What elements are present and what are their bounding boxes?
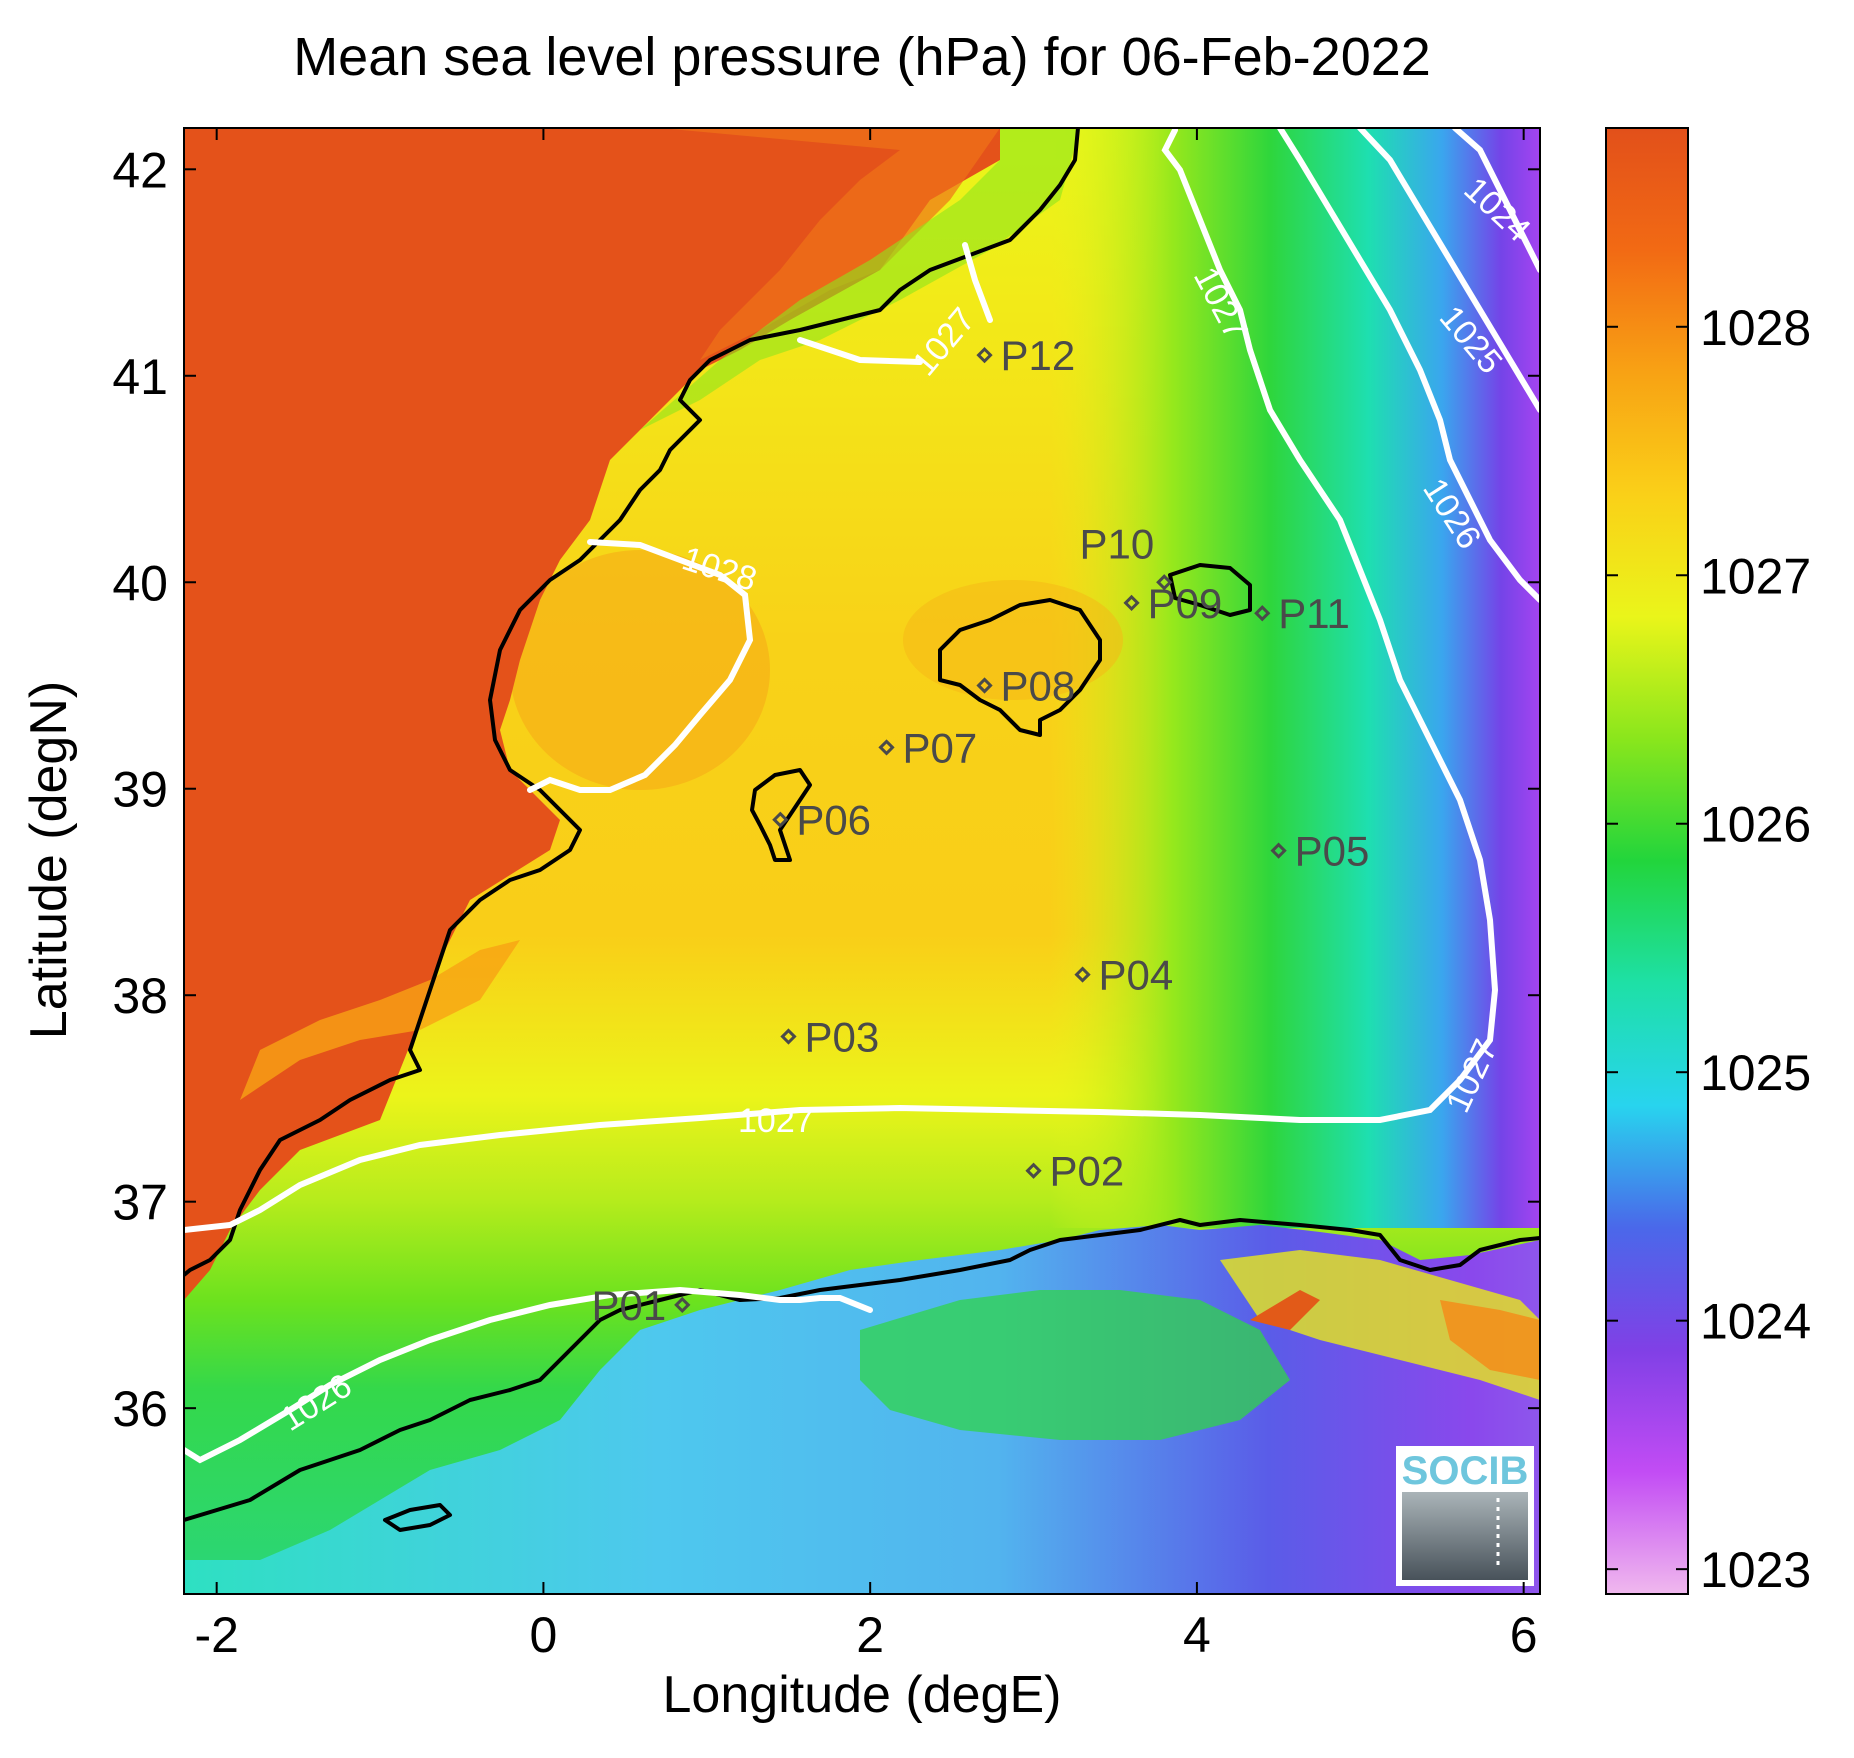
coastlines xyxy=(184,128,1540,1532)
stations: P01 P02 P03 P04 P05 P06 P07 P08 P09 P10 P11 P12 xyxy=(592,332,1370,1329)
station-label: P12 xyxy=(1001,332,1076,379)
station-p03: P03 xyxy=(780,1014,879,1061)
x-tick-label: 2 xyxy=(856,1607,884,1663)
y-tick-label: 42 xyxy=(112,142,168,198)
alboran-island-coastline xyxy=(383,1503,452,1532)
station-p10: P10 xyxy=(1080,520,1173,591)
ibiza-coastline xyxy=(750,768,812,862)
colorbar-tick-label: 1025 xyxy=(1700,1045,1811,1101)
colorbar-tick-label: 1024 xyxy=(1700,1294,1811,1350)
atlas-green-band xyxy=(860,1290,1290,1440)
station-label: P04 xyxy=(1099,952,1174,999)
station-marker-icon xyxy=(1254,605,1271,622)
station-label: P08 xyxy=(1001,662,1076,709)
iberia-coast-shading xyxy=(660,128,1000,390)
colorbar xyxy=(1606,128,1688,1594)
station-p09: P09 xyxy=(1123,580,1223,627)
station-marker-icon xyxy=(1025,1162,1042,1179)
y-tick-label: 37 xyxy=(112,1175,168,1231)
east-pressure-gradient xyxy=(1050,128,1540,1228)
y-tick-label: 40 xyxy=(112,555,168,611)
contour-1024 xyxy=(1452,128,1540,273)
contour-1026-south xyxy=(184,1286,873,1464)
station-marker-icon xyxy=(878,739,895,756)
station-label: P01 xyxy=(592,1282,667,1329)
station-label: P03 xyxy=(804,1014,879,1061)
station-marker-icon xyxy=(976,347,993,364)
station-label: P09 xyxy=(1148,580,1223,627)
contour-1027-north xyxy=(797,242,993,365)
x-tick-label: 0 xyxy=(530,1607,558,1663)
station-p01: P01 xyxy=(592,1282,691,1329)
x-axis: -2 0 2 4 6 xyxy=(194,128,1538,1663)
logo-text: SOCIB xyxy=(1402,1449,1529,1493)
y-tick-label: 36 xyxy=(112,1381,168,1437)
y-axis-label: Latitude (degN) xyxy=(20,681,78,1039)
station-p12: P12 xyxy=(976,332,1076,379)
station-marker-icon xyxy=(1270,842,1287,859)
station-label: P11 xyxy=(1278,590,1350,637)
station-p04: P04 xyxy=(1074,952,1174,999)
y-axis: 36 37 38 39 40 41 42 xyxy=(112,142,1540,1437)
station-p07: P07 xyxy=(878,724,978,771)
station-marker-icon xyxy=(772,811,789,828)
pressure-field xyxy=(184,128,1540,1594)
station-marker-icon xyxy=(780,1028,797,1045)
high-pressure-core xyxy=(510,550,770,790)
station-p05: P05 xyxy=(1270,828,1370,875)
atlas-yellow-band xyxy=(1220,1250,1540,1400)
colorbar-tick-label: 1027 xyxy=(1700,548,1811,604)
y-tick-label: 38 xyxy=(112,968,168,1024)
map-title: Mean sea level pressure (hPa) for 06-Feb… xyxy=(293,27,1431,87)
map-frame xyxy=(183,127,1541,1595)
y-tick-label: 41 xyxy=(112,349,168,405)
station-label: P05 xyxy=(1295,828,1370,875)
contour-1028 xyxy=(527,539,754,793)
contour-label-1027-south: 1027 xyxy=(738,1102,814,1140)
atlas-orange-patch xyxy=(1440,1300,1540,1380)
menorca-coastline xyxy=(1168,563,1252,617)
station-p02: P02 xyxy=(1025,1148,1125,1195)
station-label: P07 xyxy=(903,724,978,771)
station-p11: P11 xyxy=(1254,590,1350,637)
x-axis-label: Longitude (degE) xyxy=(663,1666,1062,1724)
colorbar-ticks: 1023 1024 1025 1026 1027 1028 xyxy=(1606,300,1811,1598)
contour-lines xyxy=(184,128,1540,1464)
x-tick-label: 4 xyxy=(1183,1607,1211,1663)
colorbar-tick-label: 1023 xyxy=(1700,1542,1811,1598)
station-p06: P06 xyxy=(772,797,871,844)
station-label: P06 xyxy=(796,797,871,844)
iberia-coastline xyxy=(184,128,1080,1277)
mallorca-coastline xyxy=(938,598,1102,737)
iberia-south-shading xyxy=(240,940,520,1100)
station-label: P10 xyxy=(1080,520,1155,567)
station-marker-icon xyxy=(1156,574,1173,591)
contour-1025 xyxy=(1357,128,1540,413)
iberia-coastal-green xyxy=(640,128,1080,430)
socib-logo: SOCIB xyxy=(1396,1446,1534,1586)
mallorca-shading xyxy=(903,580,1123,700)
y-tick-label: 39 xyxy=(112,762,168,818)
colorbar-tick-label: 1028 xyxy=(1700,300,1811,356)
station-marker-icon xyxy=(1074,966,1091,983)
station-marker-icon xyxy=(674,1296,691,1314)
contour-1026-east xyxy=(1277,128,1540,603)
x-tick-label: -2 xyxy=(194,1607,238,1663)
colorbar-tick-label: 1026 xyxy=(1700,797,1811,853)
station-label: P02 xyxy=(1050,1148,1125,1195)
logo-sea-panel xyxy=(1402,1492,1528,1580)
atlas-red-streak xyxy=(1250,1290,1320,1330)
x-tick-label: 6 xyxy=(1510,1607,1538,1663)
station-marker-icon xyxy=(1123,594,1140,612)
contour-1027-main xyxy=(184,128,1499,1233)
colorbar-frame xyxy=(1605,127,1689,1595)
station-marker-icon xyxy=(976,677,993,694)
africa-coastline xyxy=(184,1218,1540,1522)
station-p08: P08 xyxy=(976,662,1076,709)
